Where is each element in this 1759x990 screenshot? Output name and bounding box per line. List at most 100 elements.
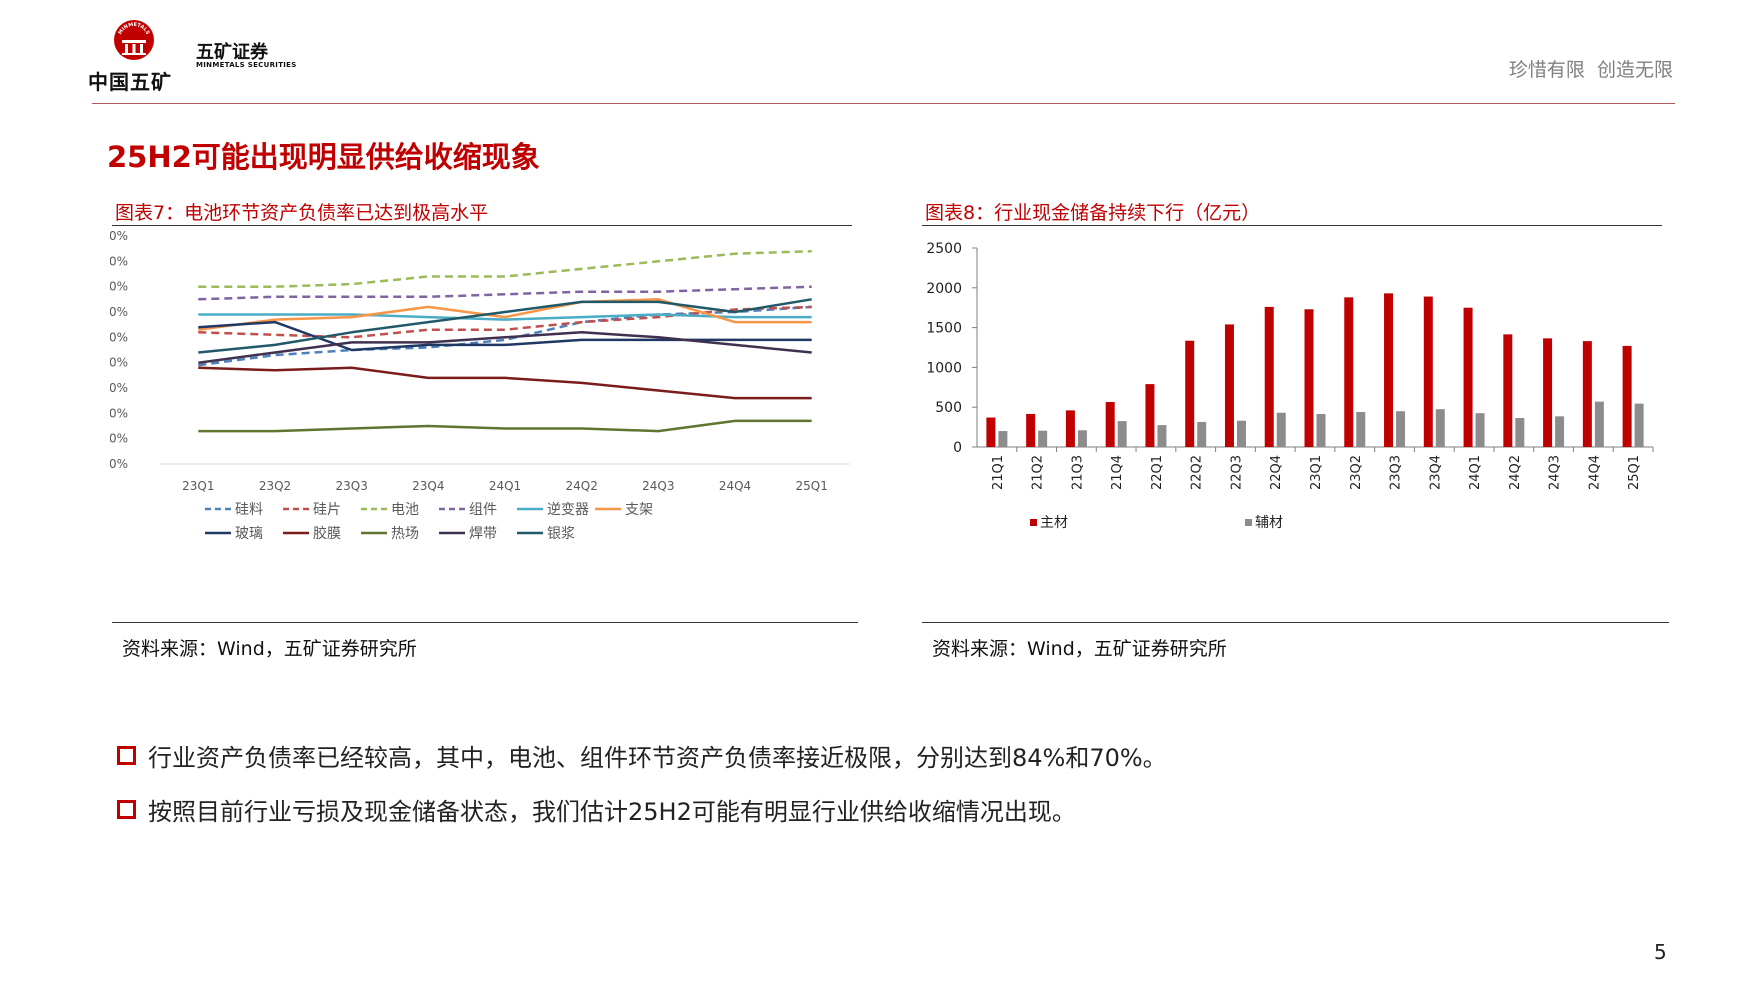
x-tick-label: 24Q1 [1468, 455, 1483, 490]
y-tick-label: 0% [110, 457, 128, 471]
x-tick-label: 25Q1 [795, 479, 827, 493]
y-tick-label: 1500 [926, 321, 962, 337]
series-line-胶膜 [198, 366, 812, 400]
y-tick-label: 80% [110, 254, 128, 268]
x-tick-label: 21Q4 [1110, 455, 1125, 490]
bullet-text: 行业资产负债率已经较高，其中，电池、组件环节资产负债率接近极限，分别达到84%和… [148, 744, 1167, 772]
y-tick-label: 0 [953, 440, 962, 456]
legend-label: 电池 [391, 502, 419, 518]
x-tick-label: 24Q4 [1587, 455, 1602, 490]
x-tick-label: 22Q1 [1150, 455, 1165, 490]
series-line-硅片 [198, 305, 812, 339]
figure7-bottom-rule [112, 622, 858, 623]
header-divider [92, 103, 1675, 104]
legend-label: 逆变器 [547, 502, 589, 518]
bar-main [1224, 324, 1234, 447]
bar-aux [1236, 420, 1246, 447]
x-tick-label: 23Q2 [259, 479, 291, 493]
bullet-item: 按照目前行业亏损及现金储备状态，我们估计25H2可能有明显行业供给收缩情况出现。 [117, 792, 1076, 827]
bullet-item: 行业资产负债率已经较高，其中，电池、组件环节资产负债率接近极限，分别达到84%和… [117, 738, 1167, 773]
bar-main [1543, 338, 1553, 447]
legend-label: 胶膜 [313, 525, 341, 542]
page-title: 25H2可能出现明显供给收缩现象 [107, 140, 540, 174]
legend-label: 硅料 [235, 502, 263, 518]
page-number: 5 [1654, 940, 1667, 964]
bar-main [1304, 309, 1314, 447]
x-tick-label: 24Q2 [565, 479, 597, 493]
bullet-square-icon [117, 746, 136, 765]
y-tick-label: 1000 [926, 360, 962, 376]
legend-label: 热场 [391, 526, 419, 542]
figure7-title: 图表7：电池环节资产负债率已达到极高水平 [115, 202, 489, 224]
x-tick-label: 23Q4 [412, 479, 444, 493]
bar-aux [1515, 417, 1525, 447]
bar-main [1582, 341, 1592, 447]
y-tick-label: 500 [935, 400, 962, 416]
bar-main [986, 417, 996, 447]
figure8-top-rule [922, 225, 1662, 226]
series-line-玻璃 [198, 320, 812, 352]
legend-label: 支架 [625, 502, 653, 518]
x-tick-label: 24Q3 [1548, 455, 1563, 490]
y-tick-label: 30% [110, 381, 128, 395]
bar-aux [1038, 430, 1048, 447]
bar-main [1622, 345, 1632, 447]
legend-swatch [1030, 519, 1037, 526]
bar-aux [1555, 416, 1565, 447]
bar-aux [1634, 403, 1644, 447]
bar-main [1185, 340, 1195, 447]
slogan: 珍惜有限 创造无限 [1508, 59, 1673, 81]
bar-main [1264, 306, 1274, 447]
series-line-焊带 [198, 331, 812, 364]
x-tick-label: 24Q4 [719, 479, 751, 493]
bar-aux [1594, 401, 1604, 447]
brand-name: 五矿证券 [196, 42, 268, 63]
bar-aux [1356, 411, 1366, 447]
bar-aux [1316, 413, 1326, 447]
x-tick-label: 23Q3 [1389, 455, 1404, 490]
x-tick-label: 23Q4 [1428, 455, 1443, 490]
bar-main [1026, 413, 1036, 447]
x-tick-label: 23Q2 [1349, 455, 1364, 490]
bar-aux [1276, 412, 1286, 447]
y-tick-label: 60% [110, 305, 128, 319]
bar-aux [1077, 430, 1087, 447]
y-tick-label: 2000 [926, 281, 962, 297]
x-tick-label: 22Q4 [1269, 455, 1284, 490]
figure8-source: 资料来源：Wind，五矿证券研究所 [932, 638, 1227, 660]
bar-main [1065, 410, 1075, 447]
bar-main [1423, 296, 1433, 447]
y-tick-label: 2500 [926, 241, 962, 257]
legend-swatch [1245, 519, 1252, 526]
company-logo-icon: MINMETALS [114, 20, 154, 60]
bar-aux [1396, 411, 1406, 447]
x-tick-label: 24Q1 [489, 479, 521, 493]
y-tick-label: 70% [110, 280, 128, 294]
bar-main [1463, 307, 1473, 447]
x-tick-label: 24Q3 [642, 479, 674, 493]
legend-label: 主材 [1040, 515, 1068, 531]
x-tick-label: 23Q3 [335, 479, 367, 493]
bar-aux [998, 431, 1008, 447]
legend-label: 焊带 [469, 526, 497, 542]
legend-label: 辅材 [1255, 515, 1283, 531]
x-tick-label: 21Q1 [991, 455, 1006, 490]
series-line-组件 [198, 285, 812, 301]
bar-main [1145, 384, 1155, 447]
x-tick-label: 21Q3 [1070, 455, 1085, 490]
x-tick-label: 23Q1 [1309, 455, 1324, 490]
x-tick-label: 22Q2 [1190, 455, 1205, 490]
bar-aux [1435, 409, 1445, 447]
x-tick-label: 21Q2 [1031, 455, 1046, 490]
figure7-source: 资料来源：Wind，五矿证券研究所 [122, 638, 417, 660]
bar-main [1105, 402, 1115, 447]
y-tick-label: 40% [110, 356, 128, 370]
y-tick-label: 10% [110, 432, 128, 446]
figure8-bottom-rule [922, 622, 1669, 623]
legend-label: 玻璃 [235, 525, 263, 542]
y-tick-label: 50% [110, 330, 128, 344]
legend-label: 银浆 [547, 526, 575, 542]
series-line-银浆 [198, 298, 812, 354]
bar-aux [1475, 413, 1485, 447]
x-tick-label: 24Q2 [1508, 455, 1523, 490]
